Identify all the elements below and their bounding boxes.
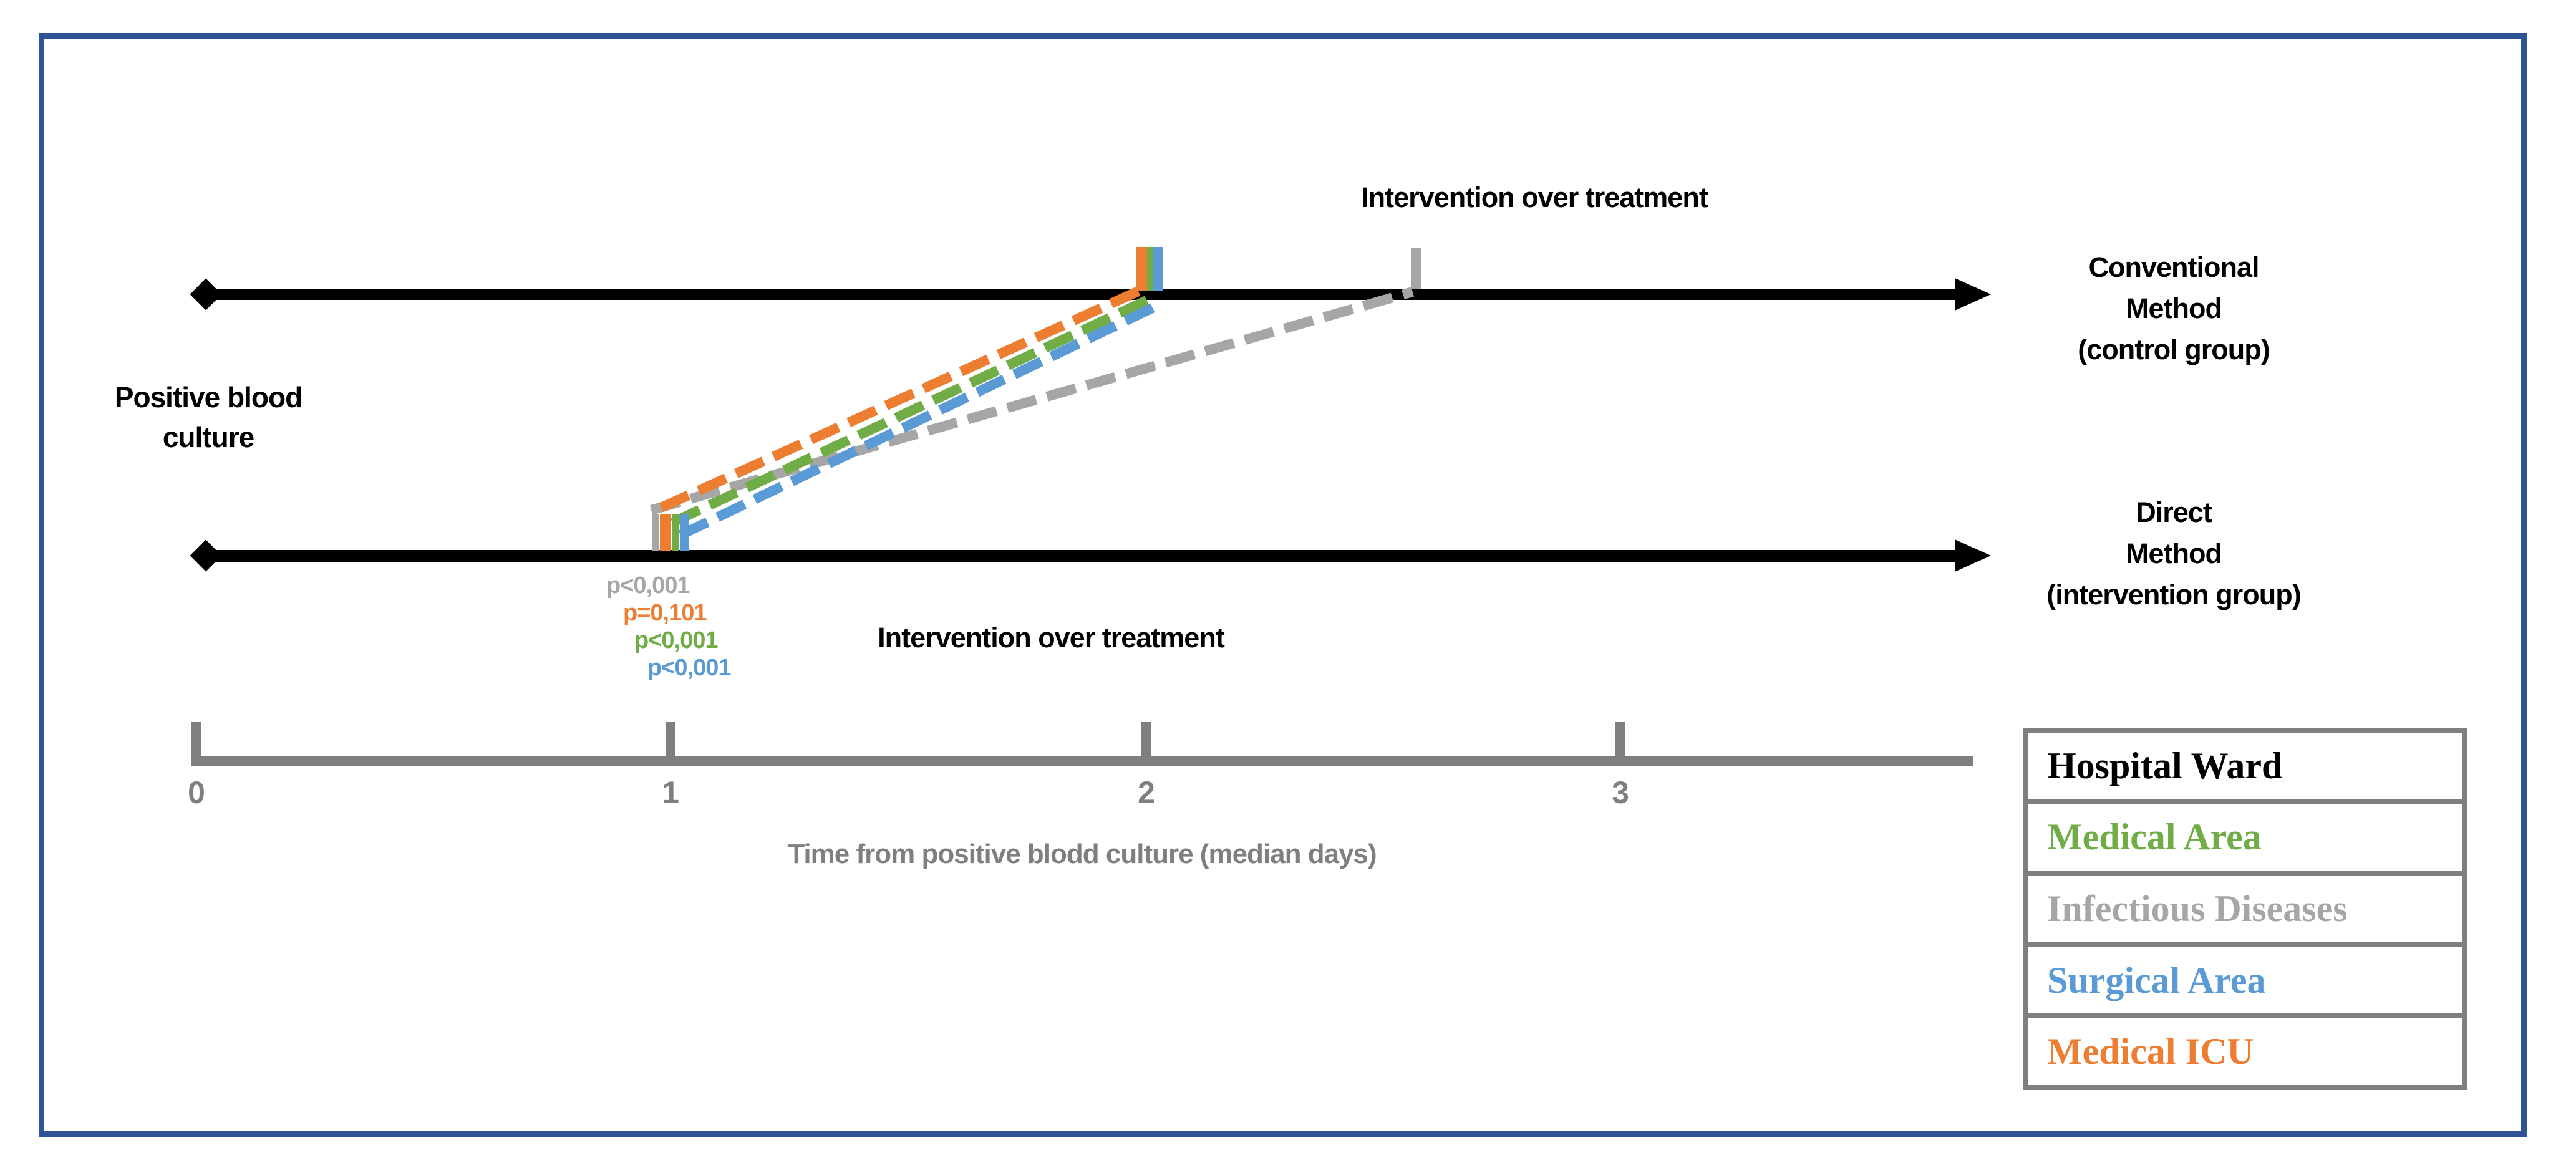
pvalue-infectious-diseases: p<0,001 (606, 572, 690, 599)
legend-item-surgical-area: Surgical Area (2028, 947, 2462, 1019)
direct-intervention-annotation: Intervention over treatment (878, 622, 1225, 654)
direct-tick-medical-area (672, 514, 679, 551)
direct-arrowhead-icon (1955, 539, 1991, 572)
direct-tick-infectious-diseases (652, 514, 659, 551)
axis-ticklabel-3: 3 (1612, 775, 1629, 810)
direct-label-line1: Direct (2136, 496, 2212, 528)
conventional-tick-infectious-diseases (1411, 248, 1421, 289)
conventional-tick-surgical-area (1153, 247, 1163, 291)
origin-label: Positive blood culture (84, 377, 333, 457)
direct-tick-surgical-area (680, 514, 689, 551)
conventional-method-label: Conventional Method (control group) (2046, 247, 2302, 370)
conventional-tick-medical-area (1147, 247, 1153, 291)
pvalue-medical-icu: p=0,101 (623, 600, 707, 626)
origin-label-line1: Positive blood (114, 381, 303, 413)
conventional-label-line3: (control group) (2078, 334, 2270, 365)
conventional-label-line2: Method (2126, 292, 2222, 324)
legend-item-medical-icu: Medical ICU (2047, 1031, 2254, 1073)
legend-title: Hospital Ward (2028, 733, 2462, 804)
direct-label-line3: (intervention group) (2046, 579, 2301, 610)
axis-ticklabel-0: 0 (188, 775, 205, 810)
pvalue-medical-area: p<0,001 (634, 627, 718, 654)
hospital-ward-legend: Hospital Ward Medical Area Infectious Di… (2023, 728, 2467, 1090)
axis-ticklabel-2: 2 (1138, 775, 1155, 810)
axis-ticklabel-1: 1 (662, 775, 679, 810)
direct-method-label: Direct Method (intervention group) (2046, 492, 2302, 615)
figure-border-frame (39, 33, 2527, 1137)
pvalue-surgical-area: p<0,001 (647, 655, 731, 681)
origin-label-line2: culture (162, 421, 254, 453)
direct-label-line2: Method (2126, 538, 2222, 569)
axis-title: Time from positive blodd culture (median… (788, 839, 1377, 869)
legend-item-infectious-diseases: Infectious Diseases (2028, 876, 2462, 947)
axis-tick-3 (1615, 722, 1625, 756)
conventional-arrowhead-icon (1955, 278, 1991, 311)
conventional-timeline-bar (212, 289, 1959, 300)
axis-tick-1 (666, 722, 675, 756)
direct-tick-medical-icu (660, 514, 671, 551)
direct-timeline-bar (212, 550, 1959, 562)
conventional-tick-medical-icu (1136, 247, 1147, 291)
conventional-label-line1: Conventional (2088, 251, 2259, 283)
axis-tick-2 (1141, 722, 1151, 756)
time-axis-bar (191, 756, 1973, 766)
axis-tick-0 (191, 722, 201, 756)
legend-item-medical-area: Medical Area (2028, 804, 2462, 876)
conventional-intervention-annotation: Intervention over treatment (1361, 181, 1708, 213)
